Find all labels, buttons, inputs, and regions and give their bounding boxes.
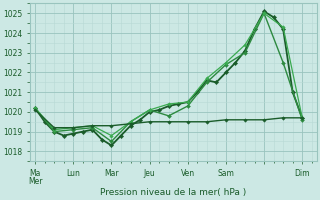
X-axis label: Pression niveau de la mer( hPa ): Pression niveau de la mer( hPa ) (100, 188, 247, 197)
